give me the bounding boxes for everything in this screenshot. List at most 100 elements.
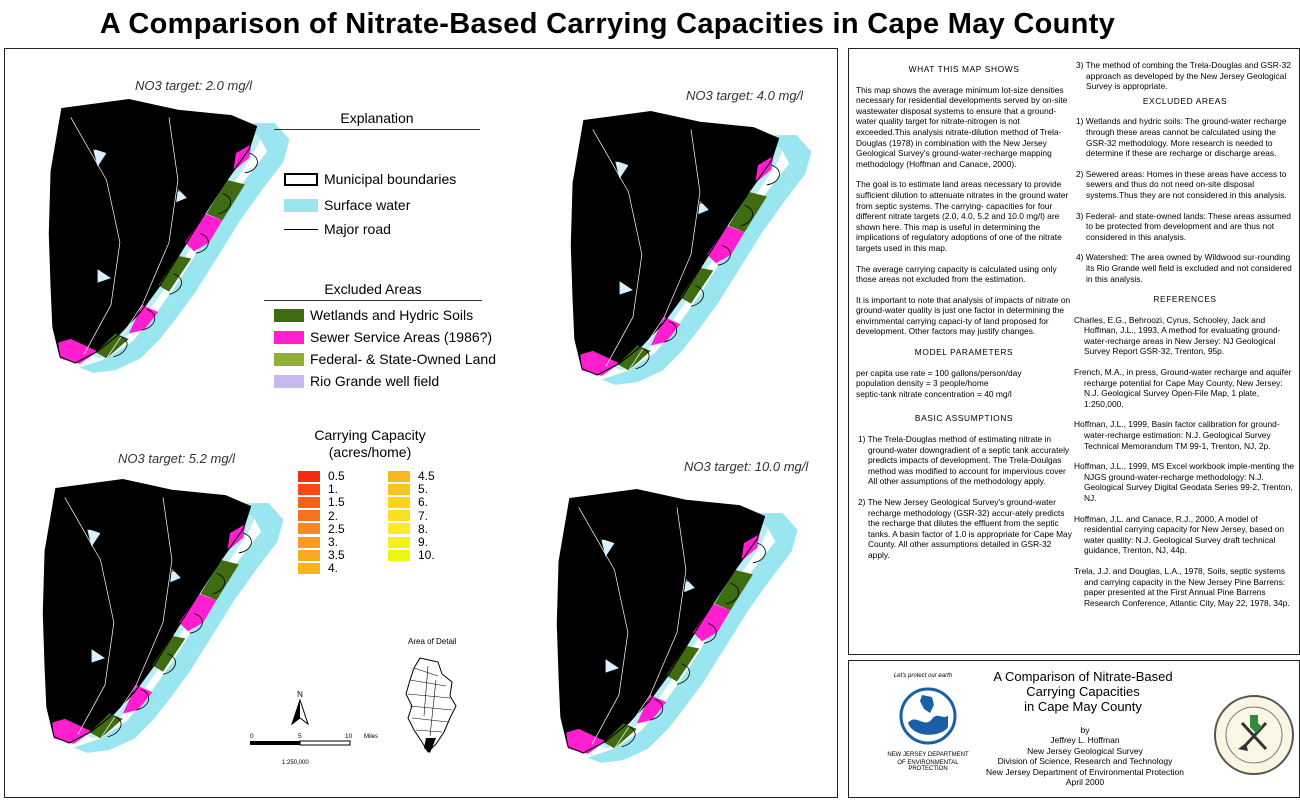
carrying-capacity-row: 8. [388,522,428,536]
nj-inset-map [405,657,457,753]
carrying-capacity-swatch [298,483,320,495]
intro-paragraph-4: It is important to note that analysis of… [856,294,1071,337]
map-label-10: NO3 target: 10.0 mg/l [684,459,809,474]
dep-name-2: OF ENVIRONMENTAL PROTECTION [897,760,959,772]
scale-tick-5: 5 [298,733,302,740]
north-label: N [297,690,303,699]
carrying-capacity-swatch [388,470,410,482]
legend-wetlands: Wetlands and Hydric Soils [274,307,473,323]
map-label-4: NO3 target: 4.0 mg/l [686,88,804,103]
carrying-capacity-value: 10. [418,548,435,563]
carrying-capacity-value: 3.5 [328,548,345,563]
carrying-capacity-row: 2. [298,509,338,523]
model-parameter-3: septic-tank nitrate concentration = 40 m… [856,388,1012,399]
assumption-3: 3) The method of combing the Trela-Dougl… [1076,60,1291,92]
carrying-capacity-value: 2.5 [328,521,345,536]
title-block-heading: A Comparison of Nitrate-Based Carrying C… [958,669,1208,714]
excluded-areas-title: Excluded Areas [264,281,482,301]
njgs-seal-icon [1214,695,1294,775]
carrying-capacity-value: 0.5 [328,469,345,483]
wetlands-swatch [274,308,304,322]
carrying-capacity-row: 9. [388,535,428,549]
assumption-2: 2) The New Jersey Geological Survey's gr… [858,497,1072,560]
nj-dep-logo-icon [899,687,957,745]
carrying-capacity-swatch [298,496,320,508]
title-block-line2: Carrying Capacities [1026,684,1140,699]
carrying-capacity-swatch [298,510,320,522]
major-road-swatch [284,228,318,230]
carrying-capacity-swatch [388,549,410,561]
model-parameter-2: population density = 3 people/home [856,378,989,389]
rio-grande-swatch [274,374,304,388]
carrying-capacity-row: 3.5 [298,548,345,562]
carrying-capacity-title: Carrying Capacity (acres/home) [300,427,440,461]
carrying-capacity-value: 6. [418,495,429,510]
carrying-capacity-row: 2.5 [298,522,345,536]
carrying-capacity-swatch [298,549,320,561]
legend-rio-grande-label: Rio Grande well field [310,373,440,389]
references-heading: REFERENCES [1153,294,1217,305]
reference-2: French, M.A., in press, Ground-water rec… [1074,367,1292,409]
credits: by Jeffrey L. Hoffman New Jersey Geologi… [950,725,1220,787]
credits-author: Jeffrey L. Hoffman [1050,735,1120,746]
map-label-5-2: NO3 target: 5.2 mg/l [118,451,236,466]
legend-federal-label: Federal- & State-Owned Land [310,351,496,367]
carrying-capacity-swatch [388,496,410,508]
carrying-capacity-value: 3. [328,535,339,549]
dep-slogan: Let's protect our earth [893,673,953,679]
model-parameter-1: per capita use rate = 100 gallons/person… [856,367,1022,378]
scale-bar: 0 5 10 Miles 1:250,000 [250,733,378,766]
legend-municipal: Municipal boundaries [284,171,456,187]
legend-surface-water-label: Surface water [324,197,411,213]
title-block-line1: A Comparison of Nitrate-Based [993,669,1173,684]
model-parameters-heading: MODEL PARAMETERS [914,347,1014,358]
sewer-swatch [274,330,304,344]
carrying-capacity-swatch [388,523,410,535]
excluded-areas-heading: EXCLUDED AREAS [1142,95,1228,106]
legend-federal: Federal- & State-Owned Land [274,351,496,367]
text-column-right: 3) The method of combing the Trela-Dougl… [1074,60,1296,618]
map-panel [4,48,838,798]
reference-3: Hoffman, J.L., 1999, Basin factor calibr… [1074,419,1280,451]
carrying-capacity-value: 1. [328,482,339,497]
legend-major-road: Major road [284,221,391,237]
carrying-capacity-value: 9. [418,535,429,549]
title-block-line3: in Cape May County [1024,699,1142,714]
carrying-capacity-swatch [298,536,320,548]
intro-paragraph-1: This map shows the average minimum lot-s… [856,84,1068,169]
carrying-capacity-title-line2: (acres/home) [328,444,412,460]
intro-paragraph-3: The average carrying capacity is calcula… [856,263,1057,285]
intro-paragraph-2: The goal is to estimate land areas neces… [856,179,1069,253]
reference-1: Charles, E.G., Behroozi, Cyrus, Schooley… [1074,314,1281,357]
map-no3-2: .m1 .land{fill:#c8c81c}.m1 .patchA{fill:… [44,88,294,388]
municipal-swatch [284,172,318,186]
carrying-capacity-title-line1: Carrying Capacity [314,427,426,443]
carrying-capacity-value: 4.5 [418,469,435,483]
legend-municipal-label: Municipal boundaries [324,171,457,187]
carrying-capacity-swatch [298,470,320,482]
carrying-capacity-value: 4. [328,561,339,576]
what-this-map-shows-heading: WHAT THIS MAP SHOWS [908,64,1020,74]
basic-assumptions-heading: BASIC ASSUMPTIONS [914,413,1014,424]
legend-surface-water: Surface water [284,197,410,213]
carrying-capacity-row: 4.5 [388,469,435,483]
credits-org-1: New Jersey Geological Survey [1027,745,1143,756]
carrying-capacity-swatch [388,536,410,548]
explanation-title: Explanation [274,110,480,130]
carrying-capacity-row: 5. [388,482,428,496]
legend-sewer: Sewer Service Areas (1986?) [274,329,492,345]
carrying-capacity-value: 7. [418,508,429,523]
reference-4: Hoffman, J.L., 1999, MS Excel workbook i… [1074,461,1295,503]
map-no3-4: .m2 .land{fill:#6e8e20}.m2 .patchA{fill:… [566,100,816,400]
legend-sewer-label: Sewer Service Areas (1986?) [310,329,493,345]
surface-water-swatch [284,198,318,212]
scale-tick-10: 10 [345,733,353,740]
carrying-capacity-value: 1.5 [328,495,345,510]
carrying-capacity-row: 6. [388,495,428,509]
carrying-capacity-row: 0.5 [298,469,345,483]
carrying-capacity-row: 7. [388,509,428,523]
carrying-capacity-value: 8. [418,521,429,536]
page-title: A Comparison of Nitrate-Based Carrying C… [99,8,1116,40]
carrying-capacity-value: 2. [328,508,339,523]
carrying-capacity-swatch [298,562,320,574]
